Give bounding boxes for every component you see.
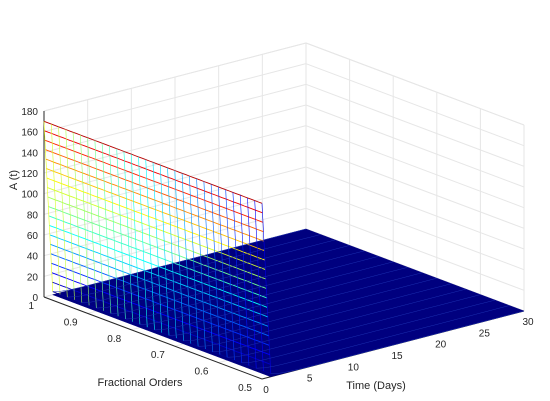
grid-line	[305, 145, 525, 229]
surface-rib	[145, 159, 155, 330]
surface-tail	[67, 234, 321, 298]
surface-tail	[168, 272, 423, 336]
y-tick-label: 0.5	[238, 383, 252, 394]
y-tick-label: 1	[28, 301, 34, 312]
surface-rib	[247, 197, 257, 369]
z-tick-label: 120	[21, 169, 38, 180]
surface-rib	[80, 134, 90, 306]
surface-rib	[225, 189, 235, 361]
y-tick-label: 0.6	[194, 367, 208, 378]
x-tick-label: 30	[522, 317, 534, 328]
x-tick-label: 25	[479, 328, 491, 339]
z-tick-label: 140	[21, 148, 38, 159]
y-tick-label: 0.7	[151, 350, 165, 361]
z-axis-label: A (t)	[8, 170, 20, 190]
y-tick-label: 0.9	[64, 317, 78, 328]
surface-rib	[65, 129, 75, 300]
x-axis-label: Time (Days)	[346, 380, 405, 392]
grid-line	[305, 207, 525, 291]
axis-line	[43, 296, 263, 380]
surface-tail	[125, 256, 379, 320]
z-tick-label: 80	[27, 210, 39, 221]
surface-rib	[116, 148, 126, 320]
x-tick-label: 15	[391, 351, 403, 362]
surface-rib	[72, 132, 83, 303]
surface-rib	[261, 203, 271, 374]
surface-tail	[81, 239, 336, 303]
z-tick-label: 180	[21, 107, 38, 118]
y-axis-label: Fractional Orders	[98, 377, 183, 389]
tick-labels: 0510152025300.50.60.70.80.91020406080100…	[21, 107, 534, 396]
surface-rib	[58, 126, 68, 298]
x-tick-label: 20	[435, 340, 447, 351]
surface-tail	[183, 277, 437, 342]
surface-rib	[43, 121, 53, 292]
x-tick-label: 10	[348, 362, 360, 373]
surface-rib	[123, 151, 133, 322]
surface-tail	[198, 283, 452, 347]
surface-tail	[212, 288, 466, 353]
z-tick-label: 20	[27, 272, 39, 283]
z-tick-label: 40	[27, 252, 39, 263]
surface-rib	[218, 186, 228, 358]
surface-rib	[239, 195, 250, 366]
surface-tail	[270, 310, 525, 374]
surface-tail	[96, 245, 350, 309]
grid-line	[305, 42, 525, 126]
x-tick-label: 0	[263, 385, 269, 396]
surface-rib	[152, 162, 162, 333]
grid-line	[305, 166, 525, 250]
surface-rib	[189, 175, 199, 347]
surface-rib	[174, 170, 184, 341]
grid-line	[305, 83, 525, 167]
surface-rib	[196, 178, 206, 350]
surface-rib	[87, 137, 97, 309]
surface-tail	[110, 250, 365, 314]
surface-tail	[139, 261, 394, 325]
surface-floor	[51, 228, 525, 377]
surface-tail	[256, 305, 510, 369]
surface-rib	[130, 154, 141, 325]
x-tick-label: 5	[307, 374, 313, 385]
surface-rib	[138, 156, 148, 328]
surface-rib	[203, 181, 213, 352]
grid-line	[305, 63, 525, 147]
z-tick-label: 160	[21, 128, 38, 139]
y-tick-label: 0.8	[107, 334, 121, 345]
surface-rib	[160, 165, 170, 336]
z-tick-label: 100	[21, 190, 38, 201]
z-tick-label: 60	[27, 231, 39, 242]
surface-rib	[181, 173, 192, 344]
grid-line	[305, 125, 525, 209]
surface-tail	[154, 267, 408, 331]
grid-line	[305, 104, 525, 188]
surface-rib	[101, 143, 112, 314]
grid-line	[305, 187, 525, 271]
surface-rib	[254, 200, 264, 371]
surface-rib	[167, 167, 177, 339]
surface-rib	[94, 140, 104, 311]
surface-tail	[227, 294, 481, 358]
surface-tail	[52, 228, 307, 292]
surface-rib	[51, 124, 61, 295]
surface-rib	[232, 192, 242, 363]
surface-rib	[109, 145, 119, 317]
surface-tail	[241, 299, 495, 363]
surface	[43, 120, 525, 377]
surface-rib	[210, 184, 221, 355]
z-tick-label: 0	[32, 293, 38, 304]
